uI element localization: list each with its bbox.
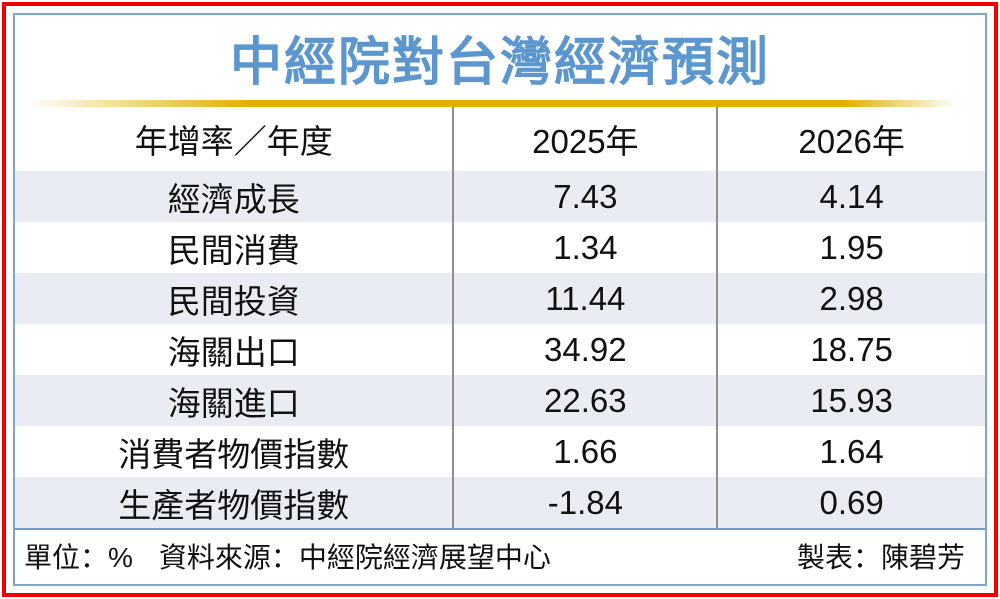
footer-source-note: 單位：% 資料來源：中經院經濟展望中心 xyxy=(24,536,551,576)
table-row: 民間消費 1.34 1.95 xyxy=(15,222,985,273)
value-2025: 22.63 xyxy=(452,375,718,426)
header-metric-label: 年增率／年度 xyxy=(15,107,454,171)
page-title: 中經院對台灣經濟預測 xyxy=(229,34,770,92)
value-2025: 34.92 xyxy=(452,324,718,375)
value-2025: 11.44 xyxy=(452,273,718,324)
footer-divider xyxy=(15,528,985,530)
value-2026: 1.95 xyxy=(716,222,985,273)
table-row: 海關出口 34.92 18.75 xyxy=(15,324,985,375)
unit-note: 單位：% xyxy=(24,542,133,573)
row-label: 消費者物價指數 xyxy=(118,435,350,473)
value-2026: 15.93 xyxy=(716,375,985,426)
footer: 單位：% 資料來源：中經院經濟展望中心 製表：陳碧芳 xyxy=(15,530,985,582)
value-2026: 4.14 xyxy=(716,171,985,222)
row-label: 經濟成長 xyxy=(15,171,454,222)
value-2026: 18.75 xyxy=(716,324,985,375)
header-year-2025: 2025年 xyxy=(452,107,718,171)
table-row: 消費者物價指數 1.66 1.64 xyxy=(15,426,985,477)
value-2026: 2.98 xyxy=(716,273,985,324)
value-2026: 0.69 xyxy=(716,477,985,528)
row-label: 海關進口 xyxy=(15,375,454,426)
value-2025: -1.84 xyxy=(452,477,718,528)
table-row: 經濟成長 7.43 4.14 xyxy=(15,171,985,222)
value-2025: 1.34 xyxy=(452,222,718,273)
value-2025: 1.66 xyxy=(452,426,718,477)
row-label: 民間消費 xyxy=(167,231,300,269)
table-row: 民間投資 11.44 2.98 xyxy=(15,273,985,324)
inner-panel: 中經院對台灣經濟預測 年增率／年度 2025年 2026年 xyxy=(13,13,987,586)
row-label: 生產者物價指數 xyxy=(15,477,454,528)
row-label: 海關出口 xyxy=(167,333,300,371)
table-row: 生產者物價指數 -1.84 0.69 xyxy=(15,477,985,528)
footer-author-note: 製表：陳碧芳 xyxy=(796,542,965,573)
value-2025: 7.43 xyxy=(452,171,718,222)
table-header-row: 年增率／年度 2025年 2026年 xyxy=(15,107,985,171)
forecast-table: 年增率／年度 2025年 2026年 經濟成長 7.43 4.14 民間消費 1… xyxy=(15,107,985,528)
value-2026: 1.64 xyxy=(716,426,985,477)
source-note: 資料來源：中經院經濟展望中心 xyxy=(158,542,551,573)
row-label: 民間投資 xyxy=(15,273,454,324)
gold-divider xyxy=(25,100,957,107)
table-row: 海關進口 22.63 15.93 xyxy=(15,375,985,426)
header-year-2026: 2026年 xyxy=(716,107,985,171)
